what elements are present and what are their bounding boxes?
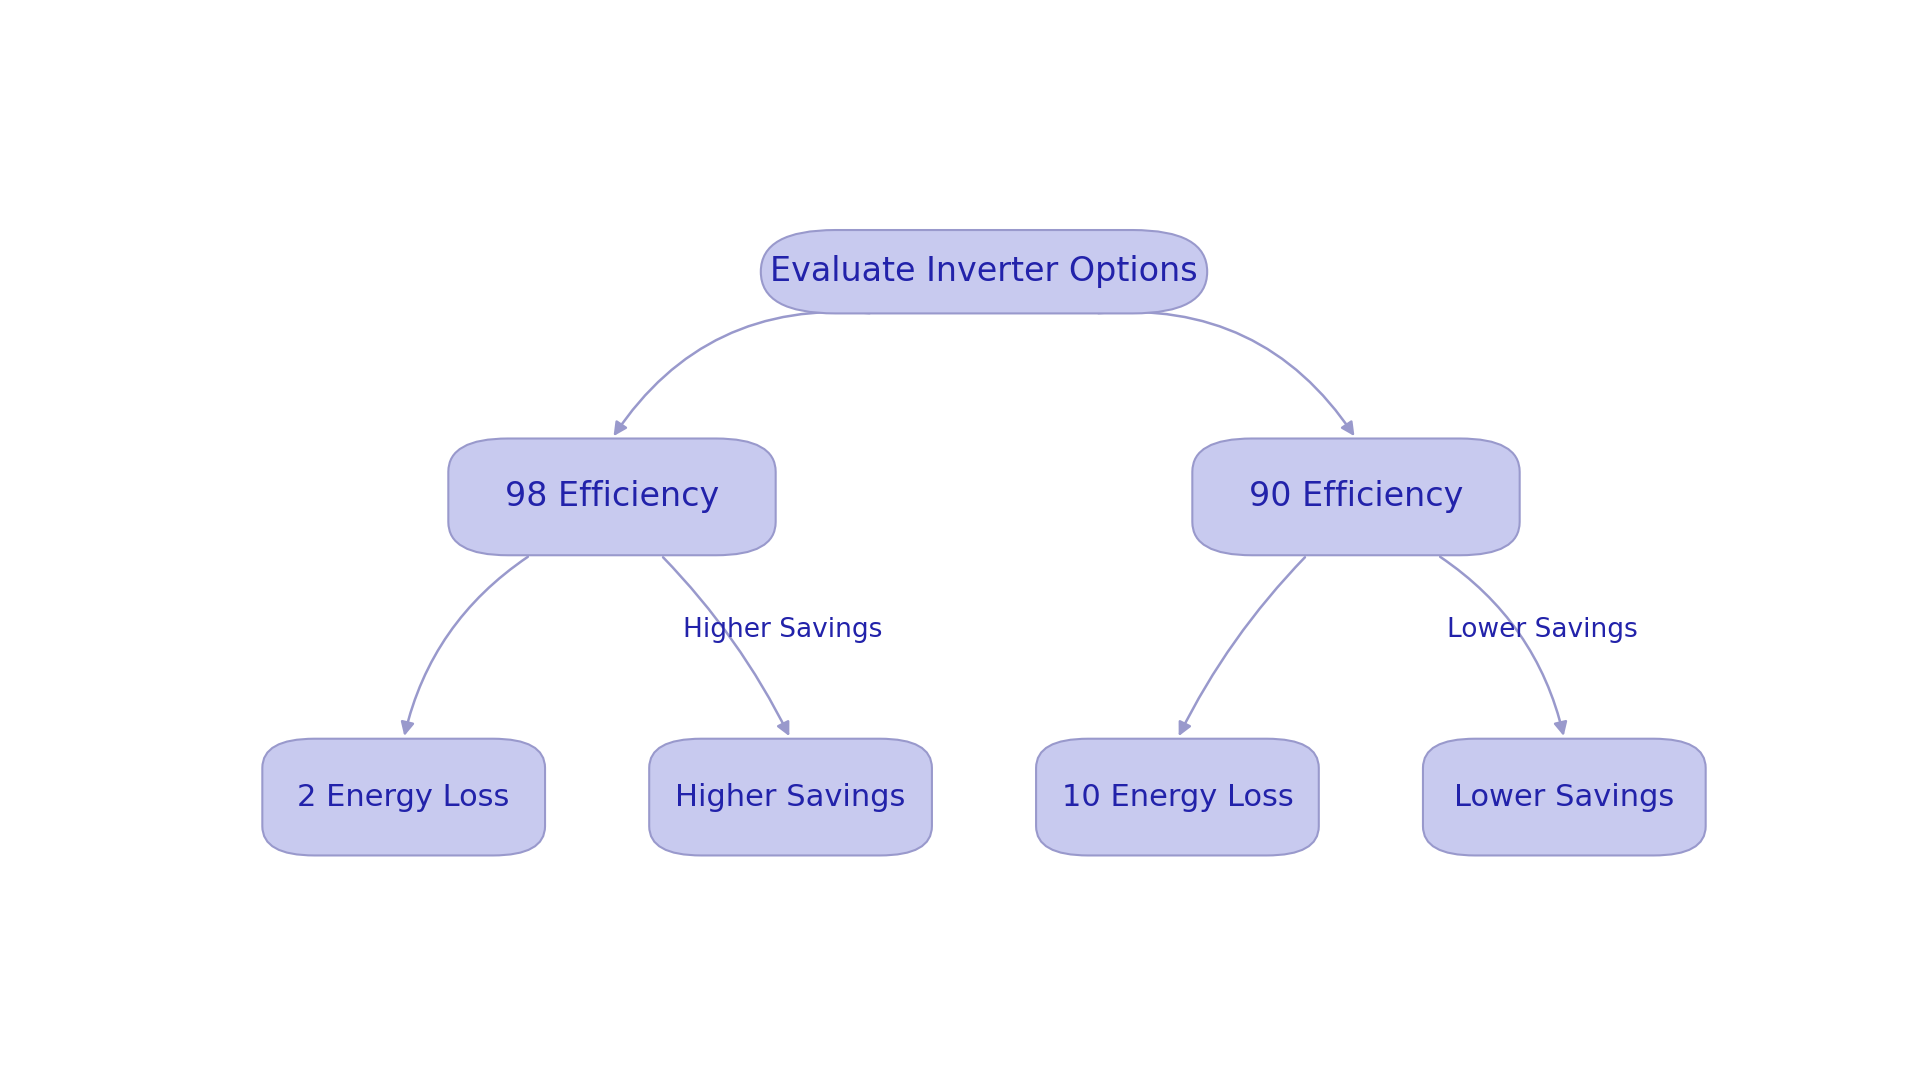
FancyBboxPatch shape (263, 739, 545, 856)
Text: Lower Savings: Lower Savings (1446, 617, 1638, 643)
FancyBboxPatch shape (449, 439, 776, 556)
FancyBboxPatch shape (1192, 439, 1521, 556)
Text: Lower Savings: Lower Savings (1453, 783, 1674, 811)
FancyBboxPatch shape (760, 230, 1208, 313)
Text: 98 Efficiency: 98 Efficiency (505, 481, 720, 513)
Text: 90 Efficiency: 90 Efficiency (1248, 481, 1463, 513)
Text: Higher Savings: Higher Savings (684, 617, 883, 643)
Text: 10 Energy Loss: 10 Energy Loss (1062, 783, 1294, 811)
FancyBboxPatch shape (1037, 739, 1319, 856)
FancyBboxPatch shape (1423, 739, 1705, 856)
Text: Evaluate Inverter Options: Evaluate Inverter Options (770, 256, 1198, 288)
Text: Higher Savings: Higher Savings (676, 783, 906, 811)
FancyBboxPatch shape (649, 739, 931, 856)
Text: 2 Energy Loss: 2 Energy Loss (298, 783, 511, 811)
